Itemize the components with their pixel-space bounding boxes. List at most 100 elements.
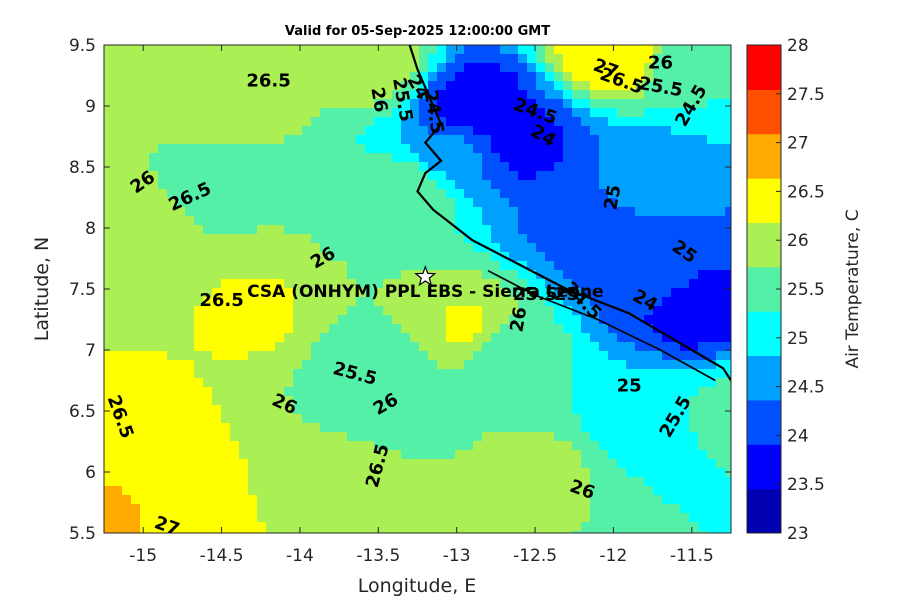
field-cell — [482, 333, 492, 343]
field-cell — [581, 180, 591, 190]
field-cell — [644, 144, 654, 154]
field-cell — [383, 198, 393, 208]
field-cell — [122, 45, 132, 55]
field-cell — [266, 396, 276, 406]
field-cell — [608, 495, 618, 505]
field-cell — [221, 72, 231, 82]
field-cell — [149, 369, 159, 379]
field-cell — [653, 126, 663, 136]
field-cell — [671, 360, 681, 370]
field-cell — [248, 45, 258, 55]
field-cell — [527, 225, 537, 235]
field-cell — [563, 180, 573, 190]
field-cell — [311, 306, 321, 316]
field-cell — [167, 198, 177, 208]
field-cell — [671, 441, 681, 451]
field-cell — [653, 279, 663, 289]
field-cell — [158, 135, 168, 145]
field-cell — [347, 378, 357, 388]
field-cell — [464, 225, 474, 235]
field-cell — [653, 288, 663, 298]
field-cell — [536, 243, 546, 253]
field-cell — [176, 306, 186, 316]
field-cell — [401, 135, 411, 145]
field-cell — [464, 207, 474, 217]
field-cell — [320, 351, 330, 361]
field-cell — [572, 441, 582, 451]
field-cell — [410, 225, 420, 235]
field-cell — [248, 333, 258, 343]
field-cell — [122, 252, 132, 262]
field-cell — [275, 387, 285, 397]
field-cell — [293, 90, 303, 100]
field-cell — [131, 90, 141, 100]
field-cell — [644, 369, 654, 379]
field-cell — [635, 180, 645, 190]
field-cell — [239, 117, 249, 127]
field-cell — [320, 324, 330, 334]
field-cell — [581, 522, 591, 532]
field-cell — [491, 144, 501, 154]
field-cell — [500, 477, 510, 487]
field-cell — [680, 297, 690, 307]
field-cell — [401, 405, 411, 415]
field-cell — [617, 504, 627, 514]
field-cell — [194, 468, 204, 478]
field-cell — [401, 162, 411, 172]
field-cell — [194, 405, 204, 415]
field-cell — [383, 252, 393, 262]
field-cell — [338, 63, 348, 73]
field-cell — [167, 261, 177, 271]
field-cell — [446, 45, 456, 55]
field-cell — [590, 135, 600, 145]
field-cell — [707, 342, 717, 352]
field-cell — [257, 351, 267, 361]
field-cell — [329, 207, 339, 217]
field-cell — [221, 423, 231, 433]
field-cell — [482, 189, 492, 199]
field-cell — [338, 459, 348, 469]
field-cell — [572, 126, 582, 136]
field-cell — [320, 63, 330, 73]
field-cell — [608, 522, 618, 532]
field-cell — [230, 504, 240, 514]
field-cell — [518, 117, 528, 127]
field-cell — [194, 396, 204, 406]
field-cell — [410, 144, 420, 154]
field-cell — [518, 423, 528, 433]
field-cell — [131, 162, 141, 172]
field-cell — [401, 450, 411, 460]
field-cell — [626, 450, 636, 460]
field-cell — [302, 513, 312, 523]
field-cell — [131, 369, 141, 379]
field-cell — [464, 531, 474, 533]
field-cell — [446, 234, 456, 244]
field-cell — [482, 288, 492, 298]
field-cell — [122, 297, 132, 307]
field-cell — [518, 387, 528, 397]
field-cell — [617, 81, 627, 91]
field-cell — [671, 315, 681, 325]
colorbar-tick-label: 24 — [787, 426, 809, 446]
field-cell — [347, 45, 357, 55]
field-cell — [545, 63, 555, 73]
field-cell — [518, 324, 528, 334]
field-cell — [671, 261, 681, 271]
field-cell — [617, 513, 627, 523]
field-cell — [446, 369, 456, 379]
field-cell — [707, 468, 717, 478]
field-cell — [266, 162, 276, 172]
field-cell — [104, 180, 114, 190]
field-cell — [365, 135, 375, 145]
field-cell — [383, 126, 393, 136]
field-cell — [680, 279, 690, 289]
field-cell — [662, 351, 672, 361]
field-cell — [464, 63, 474, 73]
field-cell — [158, 315, 168, 325]
field-cell — [365, 189, 375, 199]
field-cell — [113, 441, 123, 451]
field-cell — [428, 504, 438, 514]
field-cell — [140, 351, 150, 361]
field-cell — [392, 432, 402, 442]
field-cell — [716, 198, 726, 208]
